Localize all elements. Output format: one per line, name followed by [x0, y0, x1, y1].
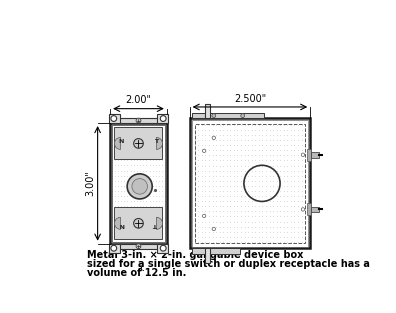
Bar [307, 149, 311, 161]
Bar [114, 207, 162, 239]
Bar [192, 113, 265, 118]
Circle shape [134, 218, 143, 228]
Text: 2.00": 2.00" [126, 95, 152, 105]
Wedge shape [156, 217, 162, 229]
Bar [206, 104, 210, 118]
Text: 3.00": 3.00" [85, 171, 95, 196]
Text: 3.: 3. [137, 266, 145, 272]
Bar [109, 244, 120, 253]
Bar [114, 127, 162, 159]
Bar [112, 244, 164, 249]
Bar [112, 125, 165, 242]
Text: Metal 3-in. × 2-in. gangable device box: Metal 3-in. × 2-in. gangable device box [87, 250, 304, 260]
Text: T: T [154, 139, 158, 144]
Bar [112, 118, 164, 123]
Circle shape [132, 179, 147, 194]
Circle shape [160, 245, 166, 251]
Circle shape [202, 149, 206, 152]
Text: N: N [118, 139, 124, 144]
Bar [311, 152, 319, 158]
Circle shape [111, 115, 117, 121]
Text: N: N [118, 223, 124, 228]
Bar [157, 244, 168, 253]
Circle shape [127, 174, 152, 199]
Circle shape [160, 115, 166, 121]
Bar [195, 124, 305, 243]
Circle shape [212, 114, 216, 118]
Text: sized for a single switch or duplex receptacle has a: sized for a single switch or duplex rece… [87, 259, 370, 269]
Bar [157, 114, 168, 123]
Bar [110, 123, 167, 244]
Bar [206, 249, 210, 263]
Circle shape [136, 118, 141, 123]
Wedge shape [156, 137, 162, 149]
Bar [192, 120, 308, 247]
Bar [311, 207, 319, 212]
Text: T: T [154, 223, 158, 228]
Circle shape [136, 244, 141, 249]
Circle shape [111, 245, 117, 251]
Bar [109, 114, 120, 123]
Bar [307, 203, 311, 215]
Bar [190, 118, 310, 249]
Circle shape [301, 153, 305, 156]
Wedge shape [114, 137, 120, 149]
Bar [192, 249, 240, 254]
Circle shape [212, 227, 215, 231]
Circle shape [134, 139, 143, 148]
Text: volume of 12.5 in.: volume of 12.5 in. [87, 269, 187, 279]
Text: 2.500": 2.500" [234, 94, 266, 104]
Circle shape [241, 114, 245, 118]
Circle shape [202, 214, 206, 218]
Wedge shape [114, 217, 120, 229]
Circle shape [212, 136, 215, 140]
Circle shape [301, 208, 305, 211]
